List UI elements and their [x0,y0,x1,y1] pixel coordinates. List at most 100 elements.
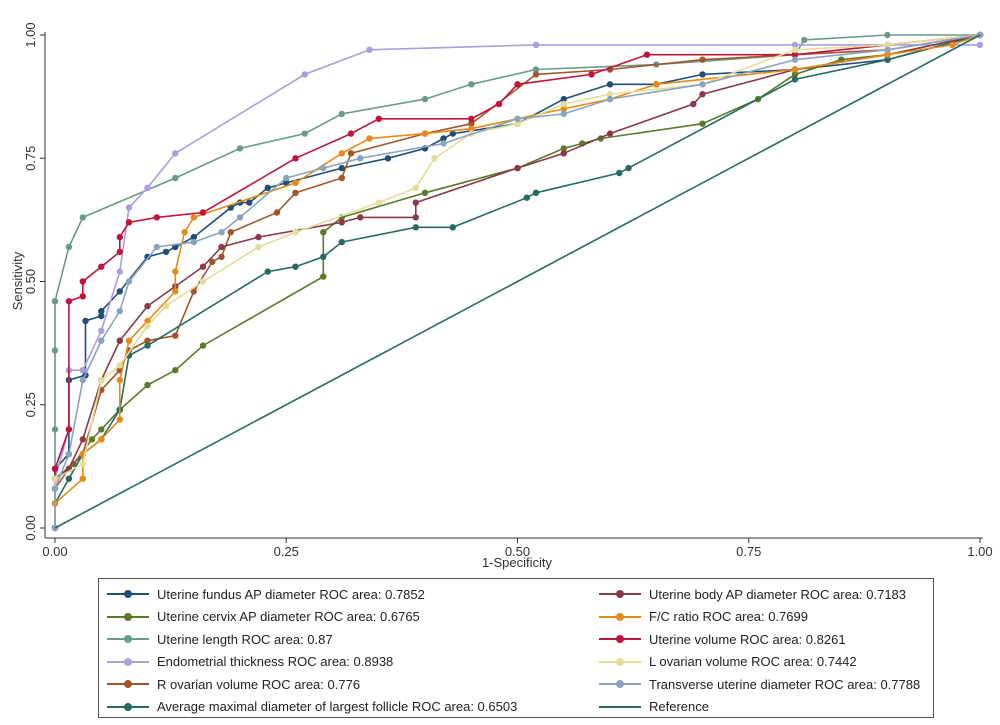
legend-label: L ovarian volume ROC area: 0.7442 [649,654,857,669]
data-point [338,110,345,118]
data-point [791,41,799,49]
data-point [653,81,660,88]
data-point [532,189,540,196]
data-point [172,332,179,339]
roc-chart: 0.00 0.25 0.50 0.75 1.00 0.00 0.25 0.50 0.75 1.00… [10,22,993,570]
data-point [255,243,262,251]
data-point [98,312,105,320]
data-point [523,194,530,201]
data-point [440,140,447,147]
data-point [88,436,96,443]
data-point [199,209,207,216]
data-point [449,130,456,137]
data-point [421,189,429,196]
data-point [320,253,327,260]
data-point [51,485,59,492]
data-point [116,362,124,369]
legend-item: Uterine body AP diameter ROC area: 0.718… [599,583,906,605]
data-point [98,263,105,270]
axes: 0.00 0.25 0.50 0.75 1.00 0.00 0.25 0.50 0.75 1.00 [23,22,993,559]
legend-label: Endometrial thickness ROC area: 0.8938 [157,654,394,669]
data-point [199,278,207,285]
data-point [532,66,540,73]
data-point [79,376,87,384]
data-point [560,110,567,118]
x-tick-label: 0.75 [736,544,761,559]
data-point [116,248,124,256]
data-point [412,224,419,231]
legend-swatch [107,657,149,667]
legend-label: R ovarian volume ROC area: 0.776 [157,676,361,692]
data-point [116,288,124,295]
data-point [320,229,327,236]
series-1 [51,31,984,532]
data-point [98,327,105,334]
legend-swatch [599,702,641,712]
data-point [79,436,87,443]
data-point [606,95,614,103]
data-point [699,120,706,127]
data-point [366,135,373,142]
data-point [98,436,105,443]
legend-swatch [107,612,149,622]
data-point [125,278,133,285]
data-point [116,416,124,423]
legend-swatch [599,589,641,599]
data-point [468,115,475,123]
data-point [199,342,207,349]
data-point [144,302,151,310]
data-point [801,36,808,44]
data-point [98,337,105,344]
data-point [236,214,244,221]
data-point [514,81,521,88]
y-tick-label: 0.25 [23,392,38,417]
data-point [218,229,225,236]
data-point [338,219,345,226]
data-point [190,214,197,221]
legend-label: Uterine length ROC area: 0.87 [157,631,333,647]
data-point [144,322,151,330]
data-point [65,243,73,251]
x-tick-label: 0.00 [42,544,67,559]
data-point [320,273,327,280]
data-point [616,169,623,177]
data-point [338,164,345,172]
data-point [292,179,299,187]
data-point [209,258,216,265]
data-point [560,100,567,108]
data-point [51,298,59,305]
data-point [884,56,891,63]
data-point [79,367,87,374]
data-point [172,174,179,182]
data-point [116,268,124,275]
data-point [292,189,299,196]
data-point [468,125,475,132]
data-point [791,66,799,73]
data-point [283,174,290,182]
series-3 [51,41,984,532]
data-point [560,105,567,113]
y-tick-label: 0.75 [23,146,38,171]
legend-label: Uterine volume ROC area: 0.8261 [649,631,846,647]
plot-area [51,31,984,532]
legend-swatch [107,679,149,689]
legend-item: Transverse uterine diameter ROC area: 0.… [599,673,920,695]
data-point [384,155,392,162]
legend-label: Uterine body AP diameter ROC area: 0.718… [649,586,907,602]
data-point [560,95,567,103]
y-tick-label: 0.50 [23,269,38,294]
data-point [273,209,281,216]
data-point [884,51,891,58]
data-point [153,214,160,221]
data-point [236,145,244,152]
data-point [699,91,706,98]
data-point [98,307,105,315]
data-point [431,155,438,162]
data-point [375,115,382,123]
legend-swatch [599,612,641,622]
legend-swatch [599,634,641,644]
data-point [338,238,345,246]
legend-swatch [107,589,149,599]
data-point [65,475,73,482]
x-tick-label: 1.00 [967,544,992,559]
